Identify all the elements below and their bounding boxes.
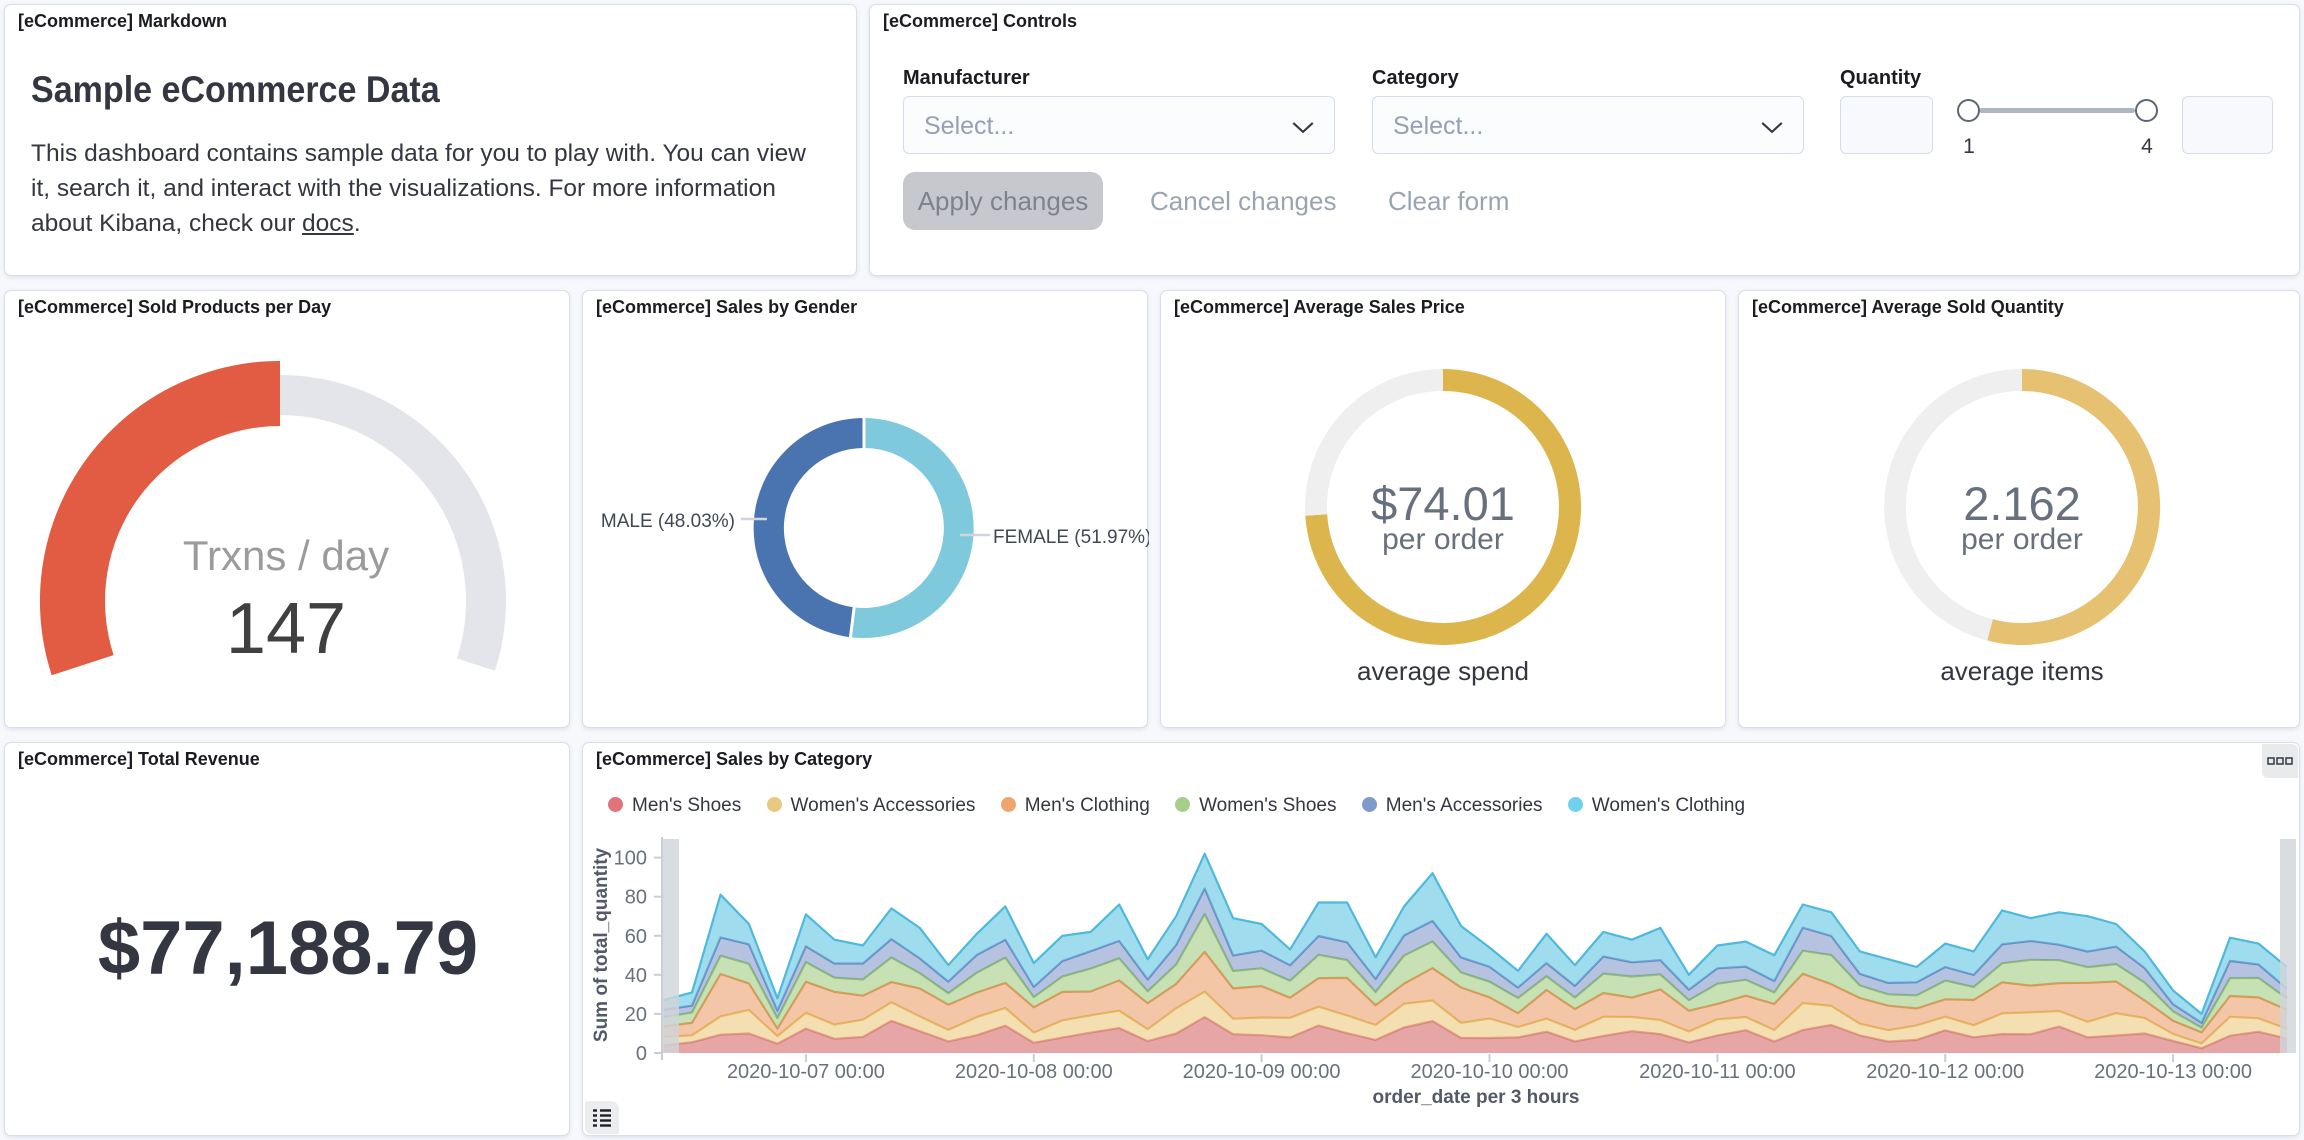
svg-text:per order: per order [1961, 523, 2083, 556]
svg-text:80: 80 [625, 887, 647, 909]
svg-text:2020-10-13 00:00: 2020-10-13 00:00 [2094, 1061, 2252, 1083]
svg-text:2020-10-12 00:00: 2020-10-12 00:00 [1866, 1061, 2024, 1083]
svg-text:147: 147 [226, 589, 346, 669]
svg-text:average spend: average spend [1357, 656, 1529, 686]
svg-text:$74.01: $74.01 [1371, 477, 1515, 530]
svg-text:MALE (48.03%): MALE (48.03%) [601, 511, 735, 532]
svg-text:2020-10-11 00:00: 2020-10-11 00:00 [1639, 1061, 1795, 1083]
svg-text:average items: average items [1940, 656, 2103, 686]
svg-text:2020-10-08 00:00: 2020-10-08 00:00 [955, 1061, 1113, 1083]
svg-text:100: 100 [614, 848, 647, 870]
svg-text:2020-10-10 00:00: 2020-10-10 00:00 [1411, 1061, 1569, 1083]
svg-text:40: 40 [625, 965, 647, 987]
svg-text:Sum of total_quantity: Sum of total_quantity [591, 847, 612, 1042]
svg-text:2020-10-07 00:00: 2020-10-07 00:00 [727, 1061, 885, 1083]
svg-text:2.162: 2.162 [1963, 477, 2081, 530]
svg-text:2020-10-09 00:00: 2020-10-09 00:00 [1183, 1061, 1341, 1083]
svg-text:0: 0 [636, 1043, 647, 1065]
svg-text:order_date per 3 hours: order_date per 3 hours [1373, 1087, 1580, 1108]
svg-text:per order: per order [1382, 523, 1504, 556]
svg-text:20: 20 [625, 1004, 647, 1026]
svg-text:Trxns / day: Trxns / day [183, 532, 389, 579]
svg-text:FEMALE (51.97%): FEMALE (51.97%) [993, 527, 1149, 548]
svg-text:60: 60 [625, 926, 647, 948]
